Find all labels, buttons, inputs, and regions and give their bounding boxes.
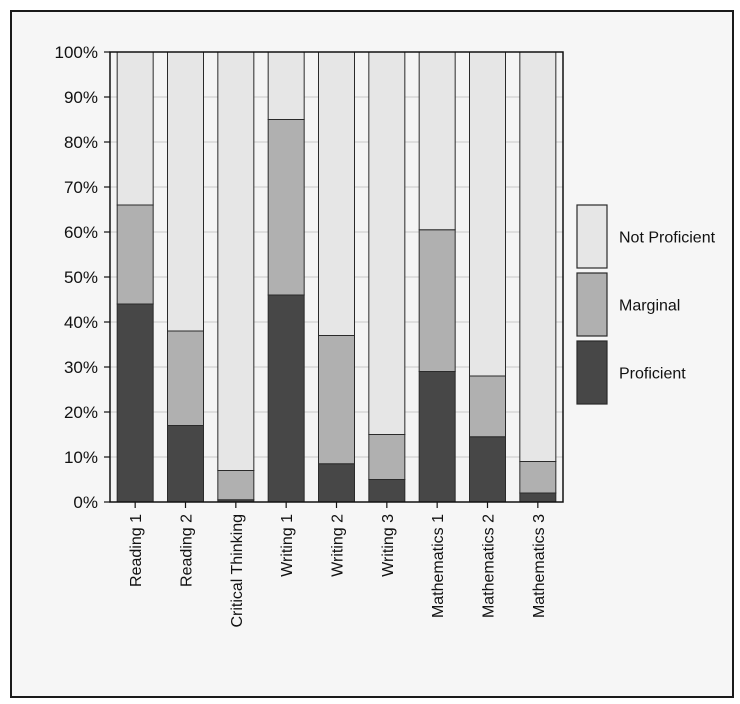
x-tick-labels: Reading 1 Reading 2 Critical Thinking Writi… bbox=[128, 514, 548, 628]
y-tick-label: 10% bbox=[64, 448, 98, 467]
x-tick-label: Reading 1 bbox=[128, 514, 145, 587]
x-tick-label: Critical Thinking bbox=[229, 514, 246, 628]
bar-segment-proficient bbox=[267, 294, 305, 503]
x-tick-label: Mathematics 2 bbox=[481, 514, 498, 618]
y-tick-labels: 0% 10% 20% 30% 40% 50% 60% 70% 80% 90% 100% bbox=[55, 43, 98, 512]
x-tick-label: Mathematics 1 bbox=[430, 514, 447, 618]
y-tick-label: 30% bbox=[64, 358, 98, 377]
y-tick-label: 70% bbox=[64, 178, 98, 197]
axes bbox=[104, 51, 564, 508]
x-tick-label: Reading 2 bbox=[179, 514, 196, 587]
x-tick-label: Mathematics 3 bbox=[531, 514, 548, 618]
legend-label: Not Proficient bbox=[619, 230, 716, 247]
bar-segment-not-proficient bbox=[267, 51, 305, 120]
bar-segment-marginal bbox=[368, 434, 406, 480]
x-tick-label: Writing 1 bbox=[279, 514, 296, 577]
bar-segment-not-proficient bbox=[368, 51, 406, 435]
y-tick-label: 50% bbox=[64, 268, 98, 287]
y-tick-label: 0% bbox=[73, 493, 98, 512]
bar-segment-marginal bbox=[267, 119, 305, 296]
bar-segment-not-proficient bbox=[469, 51, 506, 377]
bar-segment-not-proficient bbox=[217, 51, 255, 471]
bar-segment-proficient bbox=[116, 303, 154, 503]
y-tick-label: 80% bbox=[64, 133, 98, 152]
legend: Not Proficient Marginal Proficient bbox=[576, 204, 716, 405]
legend-label: Marginal bbox=[619, 298, 680, 315]
legend-swatch-not-proficient bbox=[576, 204, 608, 269]
bar-segment-marginal bbox=[167, 330, 204, 426]
legend-swatch-marginal bbox=[576, 272, 608, 337]
legend-label: Proficient bbox=[619, 366, 686, 383]
y-tick-label: 90% bbox=[64, 88, 98, 107]
y-tick-label: 60% bbox=[64, 223, 98, 242]
y-tick-label: 40% bbox=[64, 313, 98, 332]
bar-segment-proficient bbox=[167, 425, 204, 503]
bar-segment-proficient bbox=[469, 436, 506, 503]
bar-segment-not-proficient bbox=[167, 51, 204, 332]
legend-swatch-proficient bbox=[576, 340, 608, 405]
bar-segment-proficient bbox=[368, 479, 406, 503]
bar-segment-marginal bbox=[116, 204, 154, 305]
bar-segment-not-proficient bbox=[519, 51, 557, 462]
plot-border bbox=[109, 51, 564, 503]
bar-segment-marginal bbox=[469, 375, 506, 438]
bar-segment-not-proficient bbox=[318, 51, 355, 336]
y-tick-label: 20% bbox=[64, 403, 98, 422]
bar-segment-marginal bbox=[318, 335, 355, 465]
bar-segment-marginal bbox=[217, 470, 255, 501]
x-tick-label: Writing 3 bbox=[380, 514, 397, 577]
bar-segment-not-proficient bbox=[116, 51, 154, 206]
bar-segment-proficient bbox=[418, 371, 456, 503]
bar-segment-not-proficient bbox=[418, 51, 456, 231]
bar-segment-proficient bbox=[519, 492, 557, 503]
bar-segment-marginal bbox=[418, 229, 456, 372]
bars bbox=[116, 51, 557, 503]
bar-segment-proficient bbox=[318, 463, 355, 503]
x-tick-label: Writing 2 bbox=[330, 514, 347, 577]
bar-segment-marginal bbox=[519, 461, 557, 494]
y-tick-label: 100% bbox=[55, 43, 98, 62]
